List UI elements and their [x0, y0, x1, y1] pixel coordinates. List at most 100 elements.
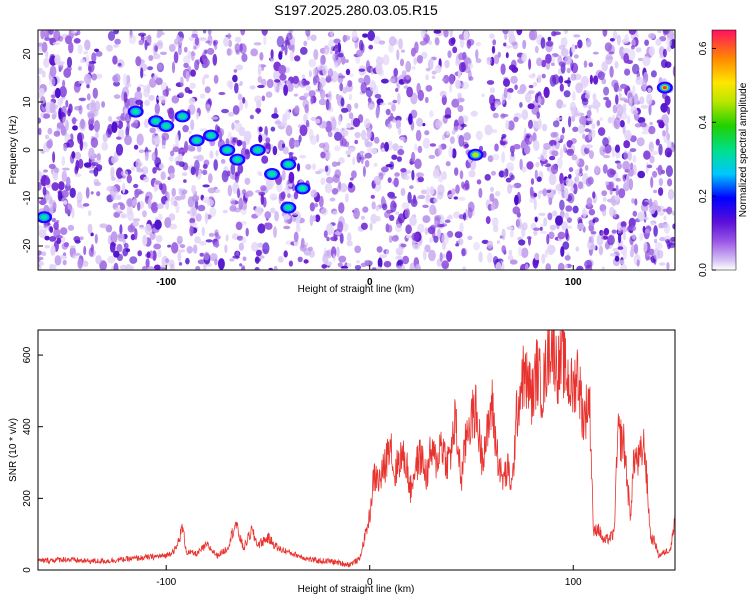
- heatmap-cell: [213, 159, 218, 171]
- heatmap-cell: [138, 32, 147, 37]
- heatmap-cell: [458, 52, 465, 61]
- heatmap-cell: [318, 195, 324, 208]
- heatmap-cell: [446, 130, 450, 136]
- heatmap-cell: [453, 125, 459, 132]
- heatmap-cell: [547, 212, 553, 221]
- heatmap-cell: [431, 75, 436, 80]
- heatmap-cell: [145, 258, 150, 269]
- heatmap-y-ticks: -20 -10 0 10 20: [22, 48, 43, 253]
- heatmap-cell: [509, 184, 516, 189]
- heatmap-cell: [429, 110, 434, 118]
- heatmap-cell: [590, 231, 597, 235]
- heatmap-cell: [339, 232, 344, 244]
- heatmap-cell: [66, 56, 73, 68]
- heatmap-cell: [501, 113, 509, 118]
- heatmap-cell: [88, 210, 92, 217]
- heatmap-cell: [308, 90, 316, 98]
- heatmap-cell: [234, 36, 242, 43]
- heatmap-cell: [261, 155, 269, 164]
- heatmap-cell: [83, 162, 92, 168]
- snr-y-tick-label: 600: [22, 346, 33, 363]
- heatmap-cell: [154, 219, 162, 230]
- heatmap-cell: [379, 102, 386, 106]
- heatmap-cell: [388, 78, 396, 83]
- heatmap-cell: [490, 202, 496, 211]
- heatmap-cell: [555, 215, 563, 226]
- heatmap-cell: [439, 90, 447, 98]
- heatmap-cell: [614, 144, 621, 153]
- heatmap-cell: [259, 255, 265, 259]
- heatmap-cell: [77, 258, 83, 270]
- heatmap-cell: [225, 234, 229, 242]
- heatmap-cell: [283, 214, 291, 220]
- heatmap-cell: [609, 169, 617, 176]
- heatmap-cell: [218, 91, 226, 96]
- heatmap-cell: [459, 170, 464, 180]
- heatmap-cell: [655, 167, 662, 171]
- heatmap-cell: [354, 131, 361, 139]
- heatmap-cell: [82, 203, 90, 207]
- heatmap-cell: [475, 130, 483, 141]
- heatmap-cell: [628, 217, 636, 228]
- heatmap-cell: [660, 169, 666, 175]
- heatmap-cell: [65, 35, 72, 45]
- heatmap-cell: [548, 197, 553, 206]
- heatmap-cell: [107, 31, 116, 41]
- heatmap-cell: [635, 76, 644, 85]
- heatmap-cell: [38, 181, 42, 191]
- heatmap-cell: [597, 127, 606, 136]
- heatmap-cell: [614, 195, 619, 201]
- heatmap-cell: [502, 30, 509, 35]
- heatmap-cell: [373, 175, 382, 186]
- heatmap-cell: [161, 136, 166, 148]
- heatmap-cell: [573, 34, 581, 38]
- heatmap-cell: [563, 143, 566, 153]
- heatmap-cell: [363, 118, 371, 129]
- heatmap-cell: [111, 195, 117, 201]
- heatmap-cell: [352, 117, 361, 128]
- heatmap-cell: [484, 124, 493, 136]
- heatmap-cell: [435, 119, 443, 129]
- heatmap-cell: [592, 51, 599, 55]
- heatmap-cell: [207, 199, 214, 207]
- heatmap-cell: [42, 186, 47, 196]
- heatmap-cell: [539, 152, 547, 162]
- heatmap-cell: [183, 179, 187, 183]
- heatmap-x-tick-label: 0: [367, 277, 373, 288]
- heatmap-cell: [430, 224, 436, 231]
- heatmap-cell: [249, 114, 254, 120]
- heatmap-cell: [367, 145, 372, 154]
- heatmap-cell: [158, 213, 163, 221]
- heatmap-cell: [649, 155, 655, 164]
- heatmap-cell: [503, 87, 508, 99]
- heatmap-cell: [238, 242, 244, 251]
- heatmap-cell: [637, 211, 646, 222]
- heatmap-cell: [119, 203, 126, 210]
- heatmap-cell: [559, 199, 565, 211]
- heatmap-cell: [561, 221, 568, 231]
- heatmap-hotspot: [229, 153, 246, 166]
- heatmap-cell: [176, 235, 183, 245]
- heatmap-cell: [329, 50, 333, 55]
- heatmap-cell: [338, 255, 347, 263]
- heatmap-cell: [632, 155, 637, 163]
- heatmap-cell: [623, 182, 630, 192]
- heatmap-cell: [239, 100, 244, 111]
- heatmap-cell: [429, 143, 437, 147]
- heatmap-cell: [512, 206, 521, 215]
- heatmap-cell: [169, 223, 178, 230]
- heatmap-cell: [628, 167, 635, 177]
- heatmap-cell: [346, 263, 352, 268]
- heatmap-cell: [564, 255, 571, 261]
- heatmap-cell: [116, 243, 123, 253]
- heatmap-cell: [331, 188, 339, 195]
- heatmap-cell: [617, 233, 622, 244]
- heatmap-cell: [637, 170, 646, 179]
- heatmap-cell: [516, 30, 523, 36]
- heatmap-cell: [238, 140, 244, 146]
- heatmap-cell: [341, 267, 349, 270]
- heatmap-cell: [169, 263, 175, 270]
- heatmap-cell: [666, 262, 670, 270]
- heatmap-cell: [605, 53, 613, 65]
- heatmap-cell: [173, 200, 178, 207]
